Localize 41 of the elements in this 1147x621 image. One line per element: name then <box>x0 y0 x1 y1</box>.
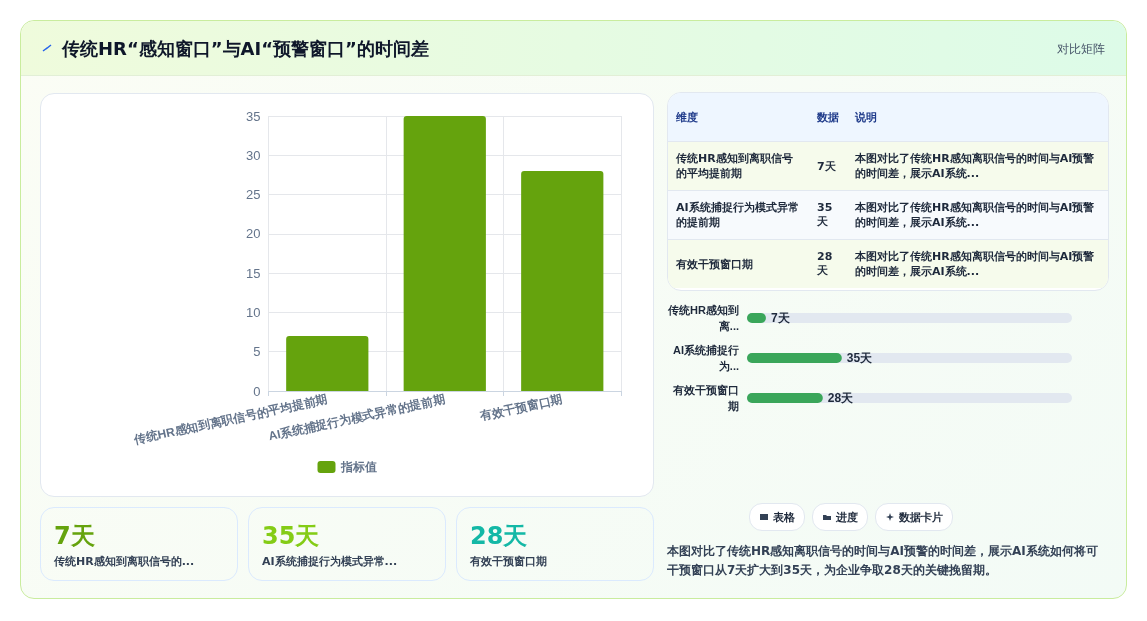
y-tick-label: 20 <box>246 226 261 242</box>
text: 说明 <box>847 93 1108 142</box>
legend-label: 指标值 <box>339 460 377 474</box>
text: 本图对比了传统HR感知离职信号的时间与AI预警的时间差，展示AI系统... <box>847 141 1108 191</box>
bar <box>286 336 369 391</box>
data-label: 28天 <box>809 239 847 288</box>
data-label: 7天 <box>770 311 791 325</box>
data-label: 28天 <box>470 521 528 552</box>
y-tick-label: 30 <box>246 147 261 163</box>
y-tick-label: 25 <box>246 187 261 203</box>
category-label: 传统HR感知到离职信号的平均提前期 <box>668 141 809 191</box>
data-label: 7天 <box>54 521 95 552</box>
y-tick-label: 15 <box>246 265 261 281</box>
text: 数据 <box>809 93 847 142</box>
chart-title: 传统HR“感知窗口”与AI“预警窗口”的时间差 <box>62 37 429 61</box>
y-tick-label: 传统HR感知到离... <box>667 304 739 332</box>
data-label: 35天 <box>846 351 874 365</box>
bar <box>521 171 604 391</box>
data-label: 28天 <box>827 391 855 405</box>
y-tick-label: AI系统捕捉行为... <box>673 344 739 372</box>
text: 本图对比了传统HR感知离职信号的时间与AI预警的时间差，展示AI系统... <box>847 190 1108 240</box>
text: 本图对比了传统HR感知离职信号的时间与AI预警的时间差，展示AI系统如何将可干预窗口从7天扩大到35天，为企业争取28天的关键挽留期。 <box>667 543 1099 579</box>
data-label: 7天 <box>809 141 847 191</box>
y-tick-label: 0 <box>253 383 261 399</box>
category-label: AI系统捕捉行为模式异常... <box>262 554 398 569</box>
text: 数据卡片 <box>899 509 943 525</box>
y-tick-label: 35 <box>246 108 261 124</box>
text: 对比矩阵 <box>1057 41 1105 58</box>
category-label: 传统HR感知到离职信号的... <box>54 554 195 569</box>
category-label: AI系统捕捉行为模式异常的提前期 <box>668 190 809 240</box>
text: 维度 <box>668 93 809 142</box>
text: 表格 <box>773 509 795 525</box>
category-label: 有效干预窗口期 <box>470 554 547 569</box>
y-tick-label: 5 <box>253 344 261 360</box>
text: 进度 <box>836 509 858 525</box>
x-tick-label: 有效干预窗口期 <box>477 392 564 424</box>
data-label: 35天 <box>262 521 320 552</box>
text: 本图对比了传统HR感知离职信号的时间与AI预警的时间差，展示AI系统... <box>847 239 1108 288</box>
data-label: 35天 <box>809 190 847 240</box>
y-tick-label: 10 <box>246 304 261 320</box>
bar <box>403 116 486 391</box>
